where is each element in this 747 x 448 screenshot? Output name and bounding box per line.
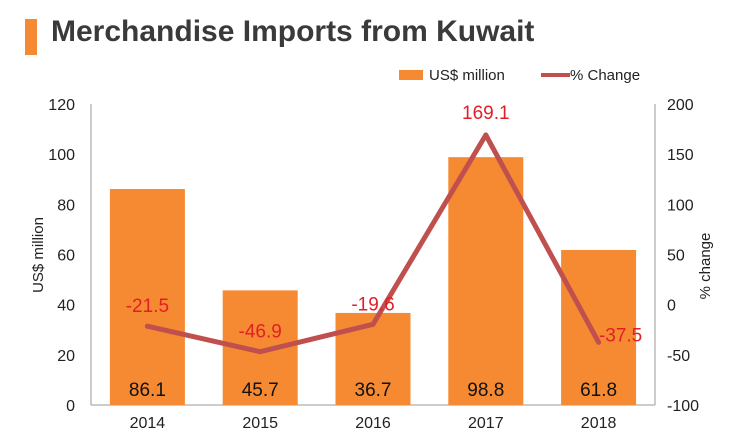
x-tick-label: 2014 bbox=[130, 415, 166, 432]
y-tick-label: 0 bbox=[66, 398, 75, 415]
y2-tick-label: 200 bbox=[667, 97, 694, 114]
y-tick-label: 80 bbox=[57, 197, 75, 214]
line-value-label: -21.5 bbox=[126, 296, 169, 317]
x-tick-label: 2016 bbox=[355, 415, 391, 432]
y2-tick-label: -100 bbox=[667, 398, 699, 415]
bar-value-label: 36.7 bbox=[355, 380, 392, 401]
y-tick-label: 100 bbox=[48, 147, 75, 164]
title-accent-bar bbox=[25, 19, 37, 55]
y-tick-label: 120 bbox=[48, 97, 75, 114]
legend-line-label: % Change bbox=[570, 67, 640, 84]
line-value-label: -37.5 bbox=[599, 325, 642, 346]
line-point bbox=[483, 132, 489, 138]
y2-tick-label: 150 bbox=[667, 147, 694, 164]
y2-tick-label: 50 bbox=[667, 248, 685, 265]
y2-tick-label: 100 bbox=[667, 197, 694, 214]
line-value-label: -19.6 bbox=[351, 294, 394, 315]
y-tick-label: 60 bbox=[57, 248, 75, 265]
line-point bbox=[144, 323, 150, 329]
line-point bbox=[596, 339, 602, 345]
x-tick-label: 2015 bbox=[242, 415, 278, 432]
legend-bar-label: US$ million bbox=[429, 67, 505, 84]
line-value-label: -46.9 bbox=[239, 322, 282, 343]
x-tick-label: 2018 bbox=[581, 415, 617, 432]
bar-value-label: 98.8 bbox=[467, 380, 504, 401]
y2-tick-label: -50 bbox=[667, 348, 690, 365]
bar-value-label: 45.7 bbox=[242, 380, 279, 401]
x-tick-label: 2017 bbox=[468, 415, 504, 432]
bar-series bbox=[109, 157, 637, 405]
line-series bbox=[144, 132, 602, 355]
line-point bbox=[370, 321, 376, 327]
axes: 0 20 40 60 80 100 120 -100 -50 0 50 100 150 200 2014 20… bbox=[48, 97, 699, 432]
y-axis-title: US$ million bbox=[30, 217, 47, 293]
y2-axis-title: % change bbox=[697, 233, 714, 300]
chart-title: Merchandise Imports from Kuwait bbox=[51, 15, 535, 48]
legend: US$ million % Change bbox=[399, 67, 640, 84]
bar-value-label: 86.1 bbox=[129, 380, 166, 401]
bar bbox=[561, 249, 637, 405]
y2-tick-label: 0 bbox=[667, 298, 676, 315]
y-tick-label: 20 bbox=[57, 348, 75, 365]
line-value-label: 169.1 bbox=[462, 103, 510, 124]
y-tick-label: 40 bbox=[57, 298, 75, 315]
bar bbox=[448, 157, 524, 405]
bar-value-label: 61.8 bbox=[580, 380, 617, 401]
legend-bar-swatch bbox=[399, 70, 423, 80]
line-point bbox=[257, 349, 263, 355]
data-labels: 86.1 45.7 36.7 98.8 61.8 -21.5 -46.9 -19.6 169.1… bbox=[126, 103, 643, 401]
bar bbox=[109, 189, 185, 405]
